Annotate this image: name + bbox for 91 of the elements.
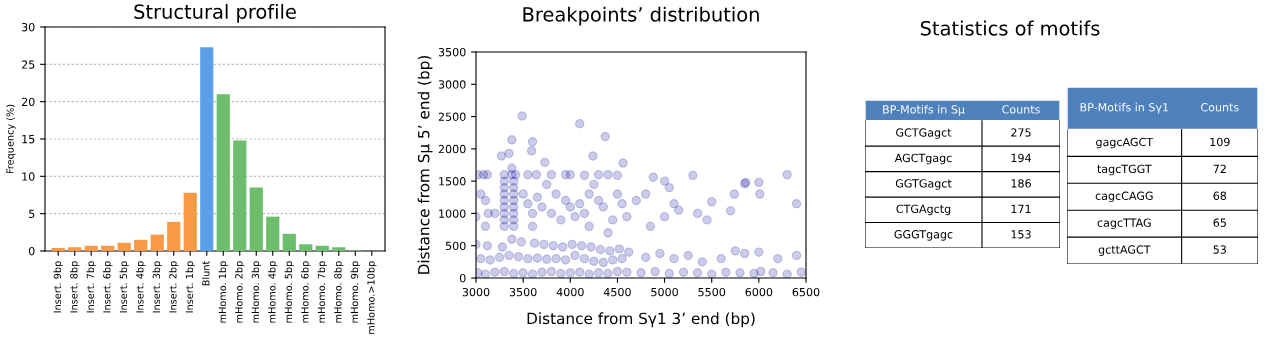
x-tick-label: mHomo. 3bp xyxy=(251,261,261,323)
y-tick-label: 25 xyxy=(21,60,35,69)
category-label: AGCTgagc xyxy=(894,153,952,165)
bar xyxy=(249,187,263,251)
x-tick-label: mHomo. 8bp xyxy=(334,261,344,323)
category-label: cagcTTAG xyxy=(1097,218,1151,230)
category-label: gcttAGCT xyxy=(1098,245,1151,256)
x-tick-label: 4000 xyxy=(556,287,584,297)
bar xyxy=(200,47,214,251)
x-tick-label: Insert. 6bp xyxy=(103,261,113,313)
x-tick-label: Insert. 2bp xyxy=(169,261,179,313)
x-tick-label: Insert. 7bp xyxy=(86,261,96,313)
x-tick-label: Insert. 4bp xyxy=(136,261,146,313)
x-tick-label: 5000 xyxy=(651,287,678,297)
y-tick-label: 0 xyxy=(28,246,35,256)
bar xyxy=(51,248,65,251)
x-tick-label: 3500 xyxy=(509,287,537,297)
data-label: 186 xyxy=(1011,179,1031,188)
bar xyxy=(332,247,346,251)
y-tick-label: 2000 xyxy=(438,144,466,154)
chart-title: Structural profile xyxy=(134,3,296,23)
x-tick-label: mHomo. 4bp xyxy=(268,261,278,323)
y-tick-label: 500 xyxy=(445,241,466,251)
bar xyxy=(315,245,329,251)
x-tick-label: mHomo. 9bp xyxy=(350,261,360,323)
x-tick-label: Insert. 1bp xyxy=(185,261,195,313)
x-tick-label: mHomo. 7bp xyxy=(317,261,327,323)
x-tick-label: mHomo. 2bp xyxy=(235,261,245,323)
bar xyxy=(299,244,313,251)
category-label: GGTGagct xyxy=(895,179,952,190)
bar xyxy=(150,234,164,251)
bar xyxy=(233,140,247,251)
category-label: CTGAgctg xyxy=(896,204,951,216)
data-label: 53 xyxy=(1213,245,1226,254)
y-tick-label: 0 xyxy=(459,273,466,283)
data-label: 275 xyxy=(1011,128,1031,137)
bar xyxy=(266,216,280,251)
text: Statistics of motifs xyxy=(920,20,1100,36)
category-label: tagcTGGT xyxy=(1097,164,1152,176)
y-tick-label: 3500 xyxy=(438,47,466,57)
x-tick-label: Insert. 3bp xyxy=(152,261,162,313)
x-tick-label: 3000 xyxy=(462,287,490,297)
y-tick-label: 1500 xyxy=(439,177,466,186)
category-label: GGGTgagc xyxy=(894,230,953,241)
x-tick-label: 6000 xyxy=(745,287,773,297)
y-axis-title: Distance from Sμ 5’ end (bp) xyxy=(417,55,433,274)
bar xyxy=(167,221,181,251)
bar xyxy=(68,247,82,251)
x-tick-label: 4500 xyxy=(603,287,631,297)
y-tick-label: 1000 xyxy=(439,209,466,218)
x-axis-title: Distance from Sγ1 3’ end (bp) xyxy=(527,312,755,328)
chart-title: Breakpoints’ distribution xyxy=(523,6,759,26)
data-label: 65 xyxy=(1213,218,1226,227)
y-tick-label: 3000 xyxy=(438,80,466,89)
y-tick-label: 10 xyxy=(22,172,35,181)
x-tick-label: mHomo. 1bp xyxy=(218,261,228,323)
x-tick-label: 5500 xyxy=(698,287,726,297)
y-tick-label: 5 xyxy=(29,209,35,219)
y-tick-label: 2500 xyxy=(438,112,466,121)
x-tick-label: mHomo. 5bp xyxy=(284,261,294,323)
text: Counts xyxy=(1201,103,1239,112)
data-label: 171 xyxy=(1011,204,1031,213)
bar xyxy=(282,233,296,251)
y-tick-label: 15 xyxy=(22,135,35,144)
bar xyxy=(216,94,230,251)
y-tick-label: 20 xyxy=(21,97,35,107)
data-label: 109 xyxy=(1210,137,1230,147)
bar xyxy=(84,245,98,251)
x-tick-label: 6500 xyxy=(792,287,820,297)
text: BP-Motifs in Sμ xyxy=(883,104,965,116)
category-label: gagcAGCT xyxy=(1096,137,1154,149)
x-tick-label: mHomo.>10bp xyxy=(367,261,377,334)
data-label: 72 xyxy=(1213,164,1226,173)
bar xyxy=(134,239,148,251)
category-label: GCTGagct xyxy=(896,128,952,139)
bar xyxy=(101,245,115,251)
bar xyxy=(117,242,131,251)
category-label: cagcCAGG xyxy=(1095,191,1153,203)
x-tick-label: mHomo. 6bp xyxy=(301,261,311,323)
x-tick-label: Insert. 5bp xyxy=(119,261,129,313)
data-label: 153 xyxy=(1011,230,1031,239)
data-label: 194 xyxy=(1011,153,1031,163)
data-label: 68 xyxy=(1213,191,1227,200)
x-tick-label: Insert. 8bp xyxy=(70,261,80,313)
text: Counts xyxy=(1002,105,1040,114)
y-tick-label: 30 xyxy=(21,22,35,32)
x-tick-label: Blunt xyxy=(202,260,210,286)
bar xyxy=(183,192,197,251)
y-axis-title: Frequency (%) xyxy=(6,104,16,174)
text: BP-Motifs in Sγ1 xyxy=(1080,102,1169,114)
x-tick-label: Insert. 9bp xyxy=(53,261,63,313)
